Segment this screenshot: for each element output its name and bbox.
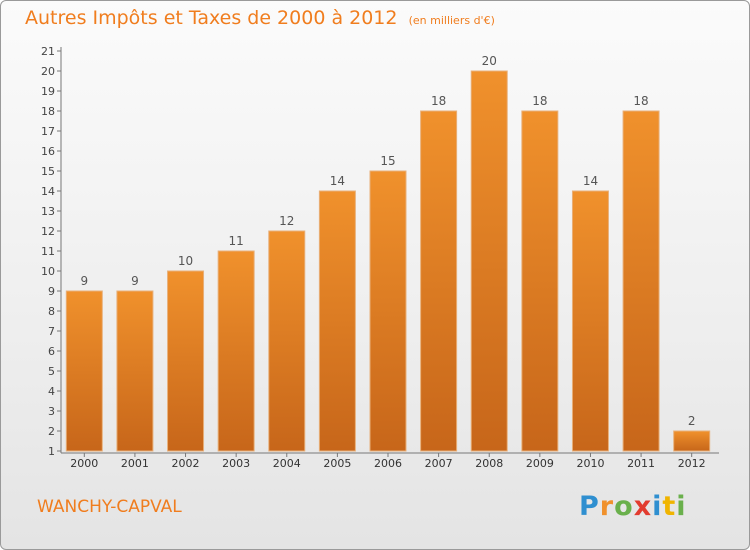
y-tick-label: 12	[41, 225, 55, 238]
y-tick-label: 18	[41, 105, 55, 118]
x-tick-label-2007: 2007	[425, 457, 453, 470]
x-tick-label-2002: 2002	[172, 457, 200, 470]
x-axis: 2000 2001 2002 2003 2004 2005 2006 2007 2008 2009…	[61, 452, 719, 470]
y-tick-label: 2	[48, 425, 55, 438]
x-tick-label-2009: 2009	[526, 457, 554, 470]
bar-2009	[521, 110, 559, 452]
y-tick-label: 14	[41, 185, 55, 198]
x-tick-label-2003: 2003	[222, 457, 250, 470]
bar-2007	[420, 110, 458, 452]
y-tick-label: 1	[48, 445, 55, 458]
y-tick-label: 17	[41, 125, 55, 138]
data-label-2003: 11	[229, 234, 244, 248]
logo-letter: r	[599, 491, 615, 522]
y-tick-label: 5	[48, 365, 55, 378]
x-tick-label-2005: 2005	[323, 457, 351, 470]
bars	[65, 70, 711, 452]
data-label-2005: 14	[330, 174, 345, 188]
x-tick-label-2010: 2010	[576, 457, 604, 470]
y-tick-label: 10	[41, 265, 55, 278]
chart-title: Autres Impôts et Taxes de 2000 à 2012	[25, 7, 398, 29]
y-tick-label: 11	[41, 245, 55, 258]
x-tick-label-2004: 2004	[273, 457, 301, 470]
y-tick-label: 13	[41, 205, 55, 218]
logo-letter: o	[614, 491, 634, 522]
y-tick-label: 3	[48, 405, 55, 418]
data-labels: 9 9 10 11 12 14 15 18 20 18 14 18 2	[80, 54, 695, 428]
x-tick-label-2011: 2011	[627, 457, 655, 470]
data-label-2000: 9	[80, 274, 88, 288]
bar-2004	[268, 230, 306, 452]
y-tick-label: 8	[48, 305, 55, 318]
data-label-2011: 18	[633, 94, 648, 108]
data-label-2004: 12	[279, 214, 294, 228]
data-label-2012: 2	[688, 414, 696, 428]
data-label-2006: 15	[380, 154, 395, 168]
data-label-2007: 18	[431, 94, 446, 108]
y-tick-label: 9	[48, 285, 55, 298]
y-tick-label: 16	[41, 145, 55, 158]
x-tick-label-2008: 2008	[475, 457, 503, 470]
logo-letter: i	[676, 491, 687, 522]
y-tick-label: 19	[41, 85, 55, 98]
y-tick-label: 20	[41, 65, 55, 78]
commune-name: WANCHY-CAPVAL	[37, 497, 182, 517]
y-tick-label: 6	[48, 345, 55, 358]
bar-2001	[116, 290, 154, 452]
data-label-2009: 18	[532, 94, 547, 108]
x-tick-label-2006: 2006	[374, 457, 402, 470]
data-label-2001: 9	[131, 274, 139, 288]
logo-letter: x	[633, 491, 653, 522]
logo-letter: t	[662, 491, 677, 522]
bar-2006	[369, 170, 407, 452]
chart-subtitle: (en milliers d'€)	[408, 14, 495, 27]
bar-2010	[571, 190, 609, 452]
bar-2012	[673, 430, 711, 452]
bar-2003	[217, 250, 255, 452]
logo-letter: i	[652, 491, 663, 522]
data-label-2008: 20	[482, 54, 497, 68]
y-tick-label: 21	[41, 45, 55, 58]
x-tick-label-2012: 2012	[678, 457, 706, 470]
title-row: Autres Impôts et Taxes de 2000 à 2012 (e…	[25, 7, 495, 29]
bar-2000	[65, 290, 103, 452]
data-label-2010: 14	[583, 174, 598, 188]
data-label-2002: 10	[178, 254, 193, 268]
bar-2011	[622, 110, 660, 452]
bar-2002	[167, 270, 205, 452]
y-tick-label: 15	[41, 165, 55, 178]
y-tick-label: 7	[48, 325, 55, 338]
proxiti-logo: Proxiti	[579, 491, 687, 522]
bar-2005	[318, 190, 356, 452]
x-tick-label-2001: 2001	[121, 457, 149, 470]
x-tick-label-2000: 2000	[70, 457, 98, 470]
logo-letter: P	[579, 491, 600, 522]
y-tick-label: 4	[48, 385, 55, 398]
bar-2008	[470, 70, 508, 452]
